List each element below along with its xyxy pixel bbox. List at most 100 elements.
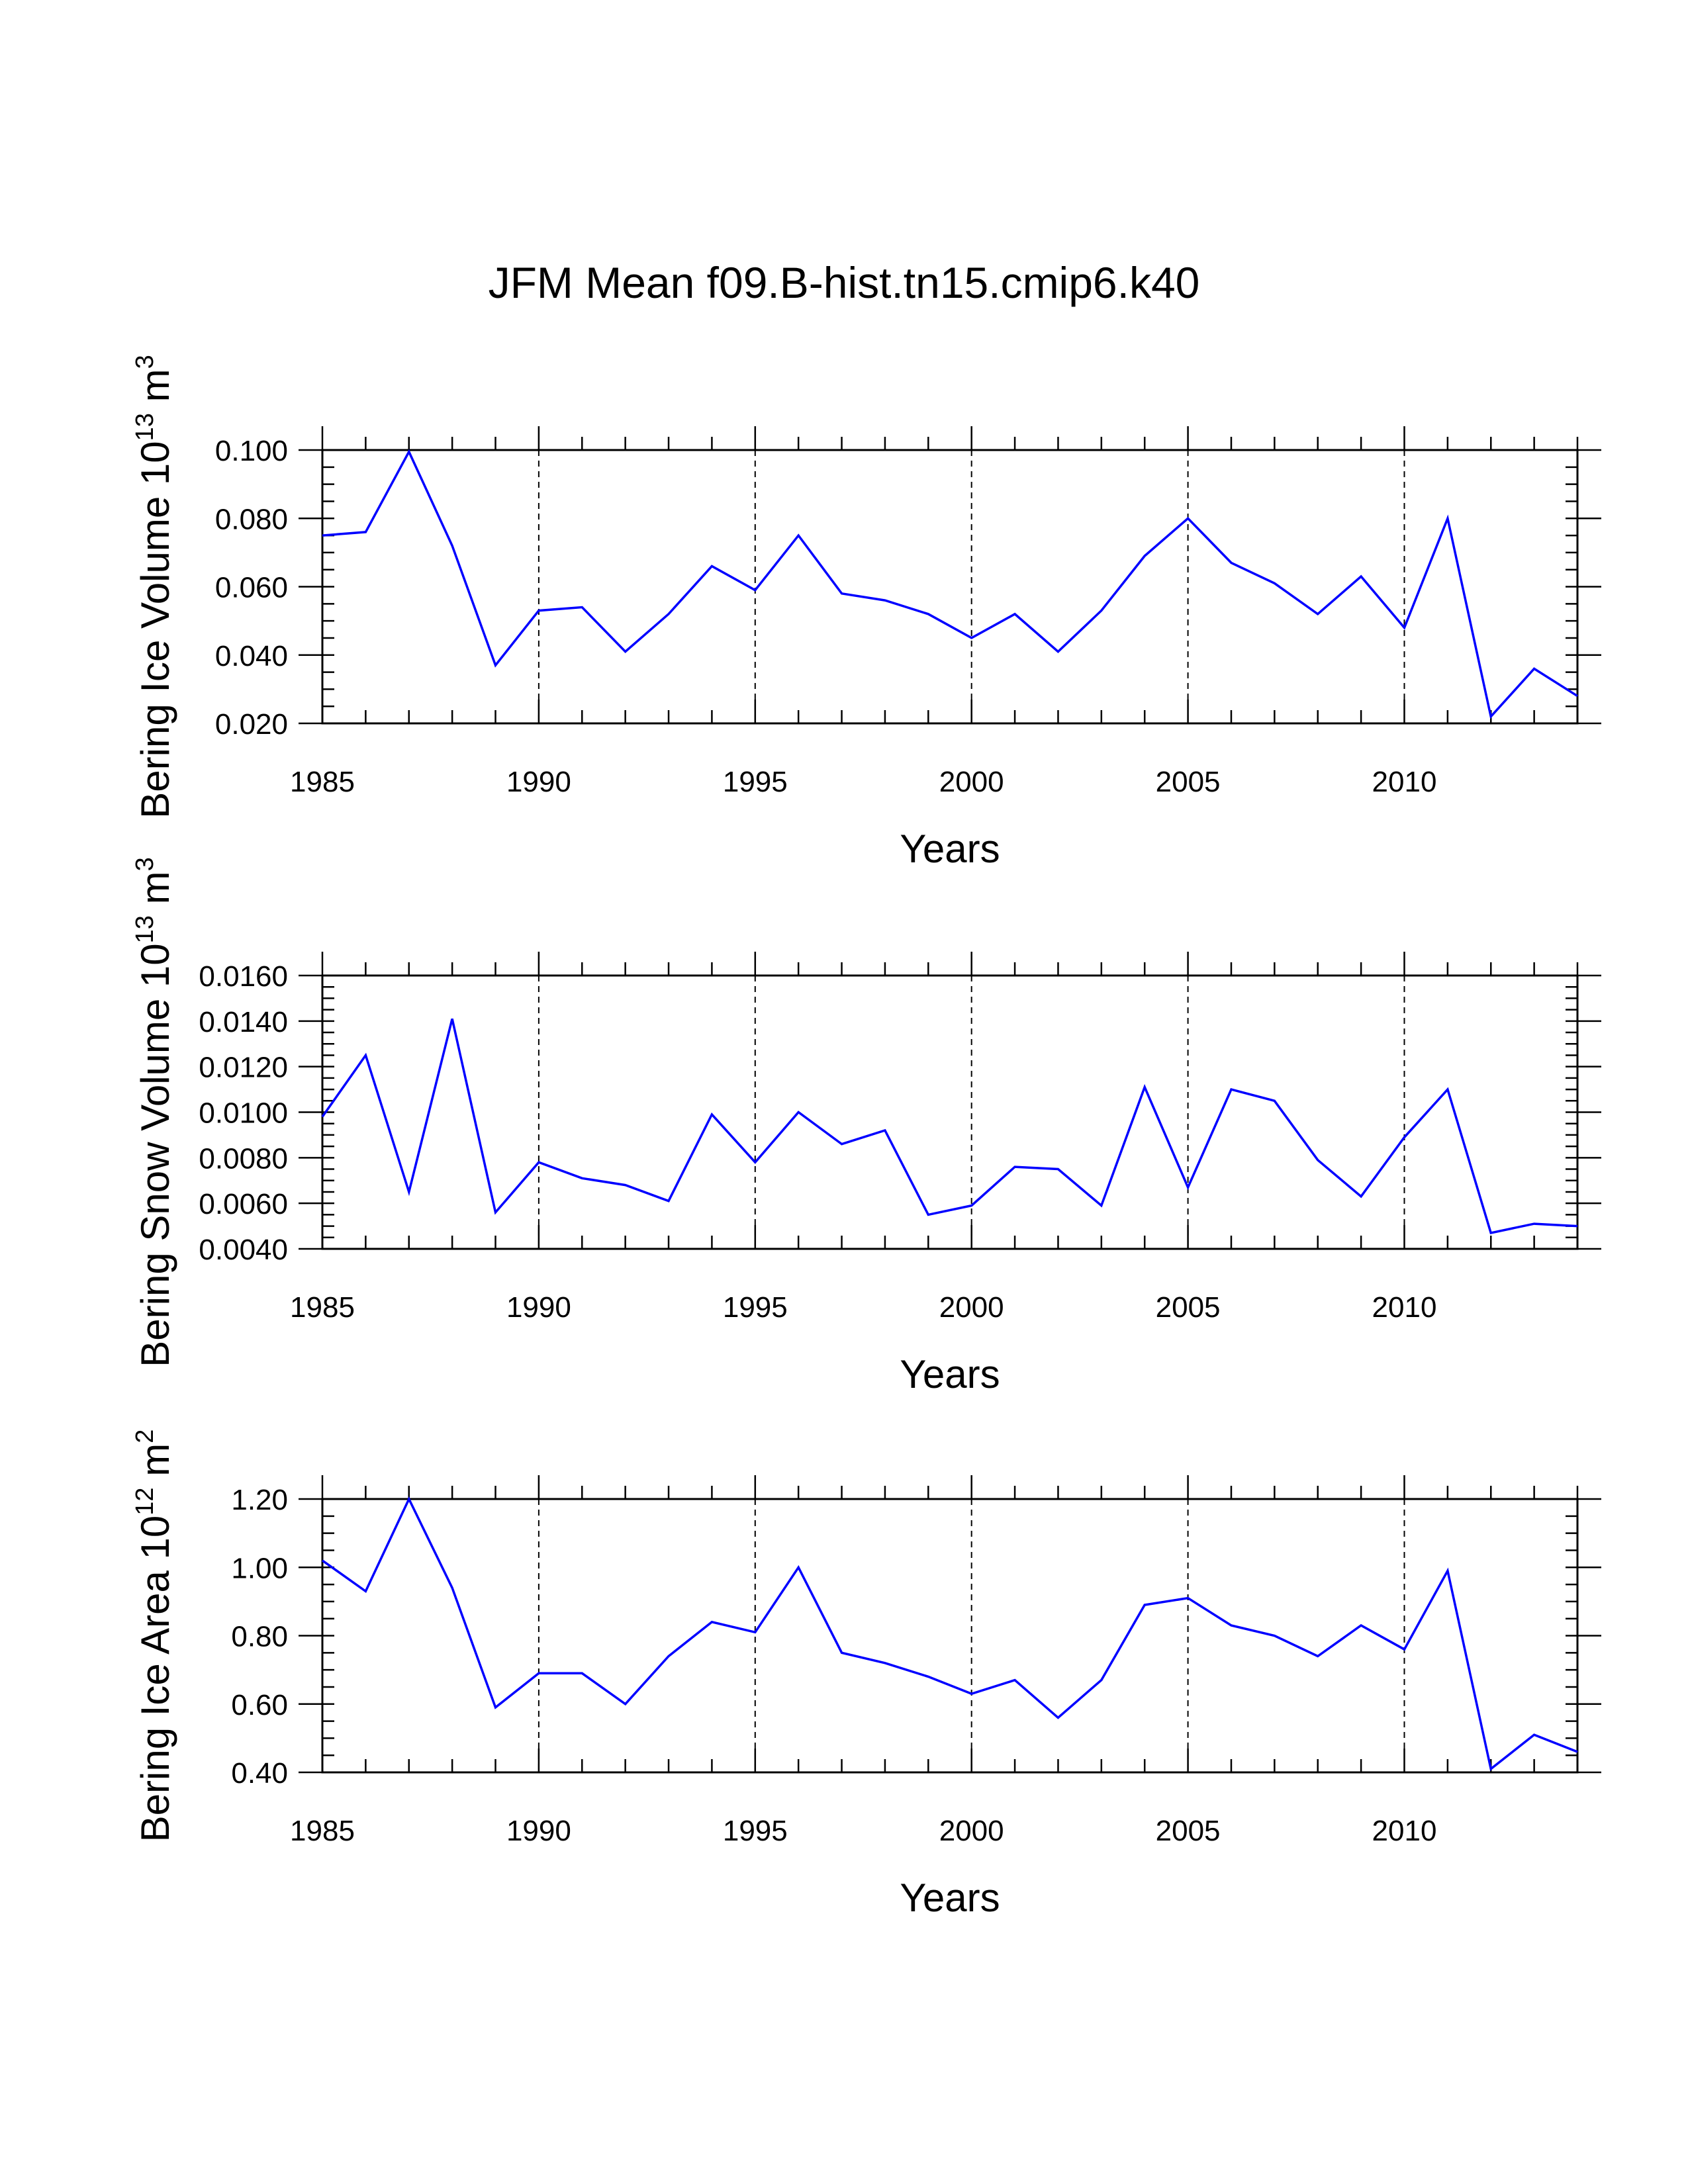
bering-ice-volume-data-point	[1489, 715, 1493, 719]
bering-ice-area-data-point	[667, 1654, 671, 1658]
bering-ice-volume-y-tick-label: 0.040	[215, 640, 288, 672]
bering-ice-volume-data-point	[1402, 625, 1406, 629]
bering-ice-volume-y-axis-title-unit: m	[133, 369, 177, 413]
bering-ice-area-data-point	[363, 1589, 367, 1593]
bering-snow-volume-data-point	[840, 1142, 844, 1146]
bering-snow-volume-data-point	[1446, 1087, 1450, 1091]
bering-ice-volume-x-tick-label: 1990	[506, 766, 571, 798]
bering-ice-area-data-point	[1272, 1634, 1276, 1638]
bering-ice-area-data-point	[1100, 1678, 1103, 1682]
bering-snow-volume-data-point	[624, 1183, 628, 1187]
bering-ice-volume-data-point	[1532, 666, 1536, 670]
bering-snow-volume-data-point	[1359, 1195, 1363, 1199]
bering-ice-area-y-axis-title-unit-exponent: 2	[131, 1430, 159, 1443]
bering-snow-volume-x-tick-label: 2000	[939, 1291, 1004, 1324]
bering-ice-volume-data-point	[450, 544, 454, 548]
bering-ice-volume-data-point	[926, 612, 930, 616]
bering-snow-volume-data-point	[1402, 1135, 1406, 1139]
bering-ice-area-data-point	[1402, 1647, 1406, 1651]
bering-ice-volume-data-point	[1272, 581, 1276, 585]
bering-ice-volume-x-axis-title: Years	[900, 827, 1000, 871]
bering-ice-volume-data-point	[1446, 516, 1450, 520]
bering-ice-volume-y-tick-label: 0.100	[215, 435, 288, 467]
bering-ice-area-x-tick-label: 2005	[1156, 1815, 1221, 1847]
bering-ice-volume-y-axis-title-unit-exponent: 3	[131, 355, 159, 369]
bering-ice-volume-data-point	[1056, 650, 1060, 654]
bering-snow-volume-data-point	[320, 1115, 324, 1118]
bering-ice-area-y-axis-title-exponent: 12	[131, 1487, 159, 1515]
bering-ice-volume-data-point	[407, 450, 411, 454]
bering-ice-area-y-axis-title-unit: m	[133, 1443, 177, 1488]
bering-snow-volume-data-point	[494, 1210, 498, 1214]
bering-ice-area-data-point	[753, 1630, 757, 1634]
bering-snow-volume-panel: 1985 1990 1995 2000 2005 2010 0.0040 0.0060 0.00…	[131, 857, 1601, 1396]
bering-ice-area-data-point	[883, 1661, 887, 1665]
bering-ice-area-data-point	[1489, 1767, 1493, 1771]
bering-snow-volume-y-axis-title: Bering Snow Volume 1013 m3	[131, 857, 177, 1367]
bering-ice-area-data-point	[1013, 1678, 1017, 1682]
bering-ice-volume-data-point	[320, 533, 324, 537]
bering-snow-volume-data-point	[537, 1160, 541, 1164]
bering-snow-volume-data-point	[1013, 1165, 1017, 1169]
bering-ice-volume-panel: 1985 1990 1995 2000 2005 2010 0.020 0.040 0.060 0…	[131, 355, 1601, 871]
bering-ice-area-y-tick-label: 0.40	[231, 1757, 288, 1790]
bering-ice-volume-data-point	[753, 588, 757, 592]
bering-ice-volume-x-tick-label: 1995	[723, 766, 788, 798]
bering-snow-volume-y-axis-title-exponent: 13	[131, 915, 159, 943]
bering-ice-area-y-tick-label: 0.80	[231, 1621, 288, 1653]
bering-ice-area-x-tick-label: 2000	[939, 1815, 1004, 1847]
bering-snow-volume-data-point	[1229, 1087, 1233, 1091]
bering-snow-volume-y-tick-label: 0.0080	[199, 1142, 288, 1175]
bering-snow-volume-x-tick-label: 1985	[290, 1291, 355, 1324]
bering-snow-volume-series-line	[321, 1018, 1578, 1234]
bering-ice-area-data-point	[1532, 1733, 1536, 1737]
bering-ice-area-y-axis-title: Bering Ice Area 1012 m2	[131, 1430, 177, 1843]
bering-ice-volume-x-tick-label: 1985	[290, 766, 355, 798]
bering-ice-volume-y-tick-label: 0.020	[215, 708, 288, 741]
bering-ice-volume-data-point	[494, 663, 498, 667]
bering-ice-area-data-point	[1316, 1654, 1320, 1658]
bering-ice-volume-y-axis-title: Bering Ice Volume 1013 m3	[131, 355, 177, 818]
bering-ice-area-data-point	[450, 1586, 454, 1590]
bering-snow-volume-y-axis-title-unit-exponent: 3	[131, 857, 159, 871]
bering-ice-volume-y-axis-title-main: Bering Ice Volume 10	[133, 441, 177, 818]
bering-ice-area-y-axis-title-main: Bering Ice Area 10	[133, 1516, 177, 1843]
bering-snow-volume-y-tick-label: 0.0040	[199, 1234, 288, 1266]
bering-snow-volume-x-tick-label: 1995	[723, 1291, 788, 1324]
bering-ice-area-data-point	[710, 1620, 714, 1624]
bering-ice-volume-data-point	[1359, 574, 1363, 578]
bering-ice-area-y-tick-label: 0.60	[231, 1689, 288, 1721]
bering-snow-volume-y-axis-title-unit: m	[133, 871, 177, 915]
bering-snow-volume-data-point	[710, 1113, 714, 1116]
bering-snow-volume-y-tick-label: 0.0160	[199, 960, 288, 993]
bering-snow-volume-data-point	[1489, 1231, 1493, 1235]
bering-ice-volume-data-point	[1316, 612, 1320, 616]
bering-snow-volume-data-point	[1056, 1167, 1060, 1171]
bering-ice-volume-data-point	[537, 609, 541, 613]
bering-ice-volume-data-point	[883, 598, 887, 602]
bering-ice-volume-y-axis-title-exponent: 13	[131, 413, 159, 441]
bering-snow-volume-x-tick-label: 2005	[1156, 1291, 1221, 1324]
bering-ice-area-data-point	[407, 1497, 411, 1501]
bering-snow-volume-data-point	[883, 1128, 887, 1132]
figure-title: JFM Mean f09.B-hist.tn15.cmip6.k40	[489, 258, 1200, 307]
bering-ice-area-x-axis-title: Years	[900, 1876, 1000, 1920]
bering-snow-volume-data-point	[970, 1204, 974, 1208]
bering-snow-volume-x-axis-title: Years	[900, 1352, 1000, 1396]
bering-snow-volume-y-tick-label: 0.0120	[199, 1052, 288, 1084]
bering-snow-volume-data-point	[450, 1017, 454, 1021]
bering-ice-volume-data-point	[1143, 554, 1147, 558]
bering-snow-volume-y-axis-title-main: Bering Snow Volume 10	[133, 943, 177, 1367]
bering-ice-area-x-tick-label: 1985	[290, 1815, 355, 1847]
bering-ice-volume-x-tick-label: 2005	[1156, 766, 1221, 798]
bering-ice-area-plot-frame	[321, 1498, 1579, 1774]
bering-ice-volume-data-point	[796, 533, 800, 537]
bering-snow-volume-data-point	[1272, 1099, 1276, 1103]
bering-snow-volume-data-point	[796, 1111, 800, 1115]
bering-ice-volume-data-point	[970, 636, 974, 640]
bering-snow-volume-x-tick-label: 1990	[506, 1291, 571, 1324]
bering-ice-area-data-point	[796, 1565, 800, 1569]
bering-snow-volume-data-point	[1316, 1158, 1320, 1162]
bering-ice-area-data-point	[1359, 1623, 1363, 1627]
